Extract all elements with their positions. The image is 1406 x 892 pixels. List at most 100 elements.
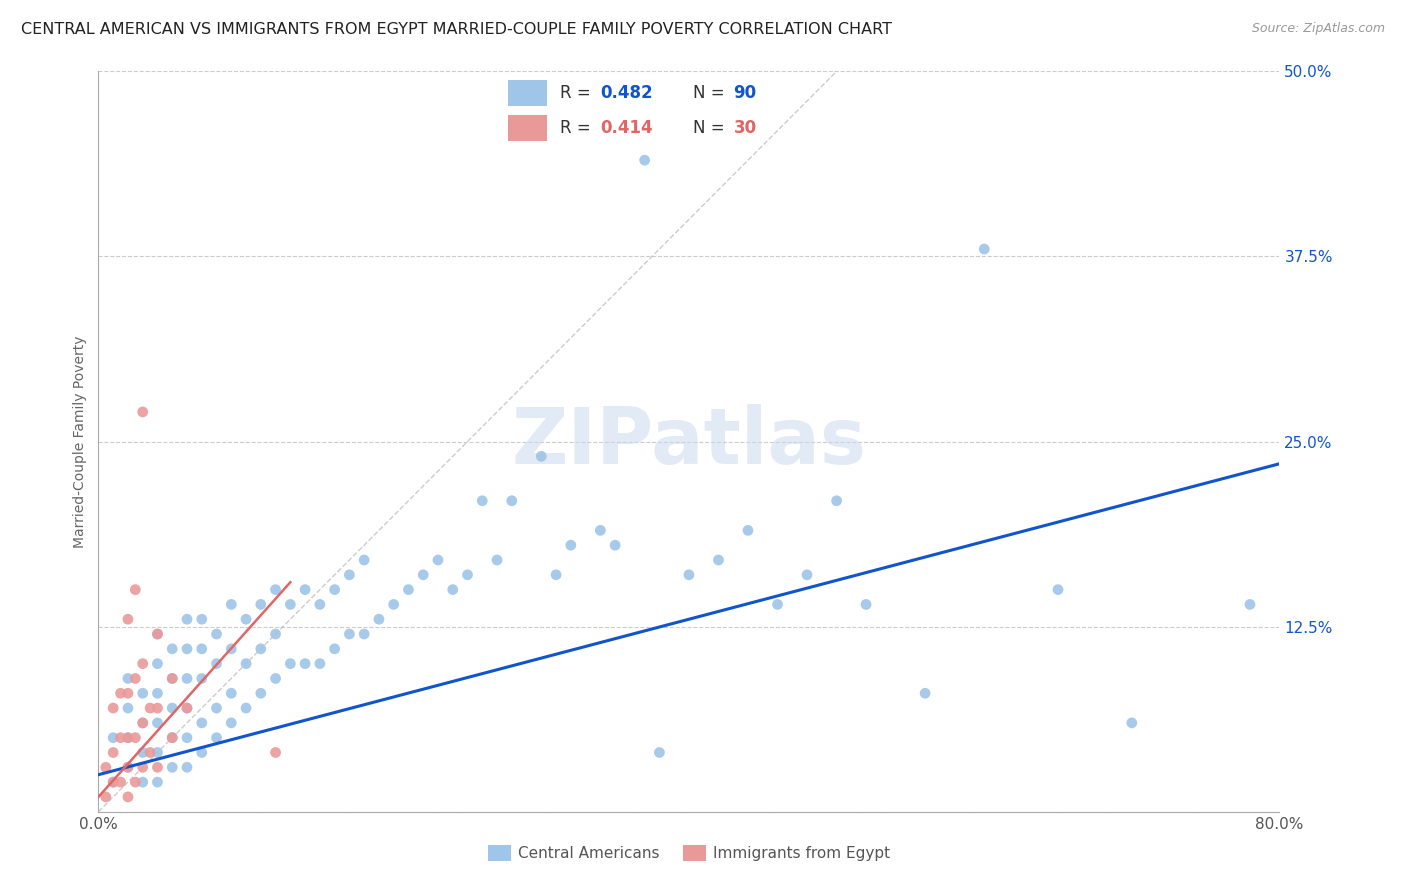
Point: [117, 701, 139, 715]
Point: [294, 582, 316, 597]
Point: [221, 598, 243, 612]
Point: [796, 567, 818, 582]
Point: [737, 524, 759, 538]
Point: [339, 567, 361, 582]
Point: [124, 731, 146, 745]
Point: [353, 627, 375, 641]
Text: 30: 30: [734, 119, 756, 137]
Point: [117, 731, 139, 745]
FancyBboxPatch shape: [508, 114, 547, 141]
Point: [855, 598, 877, 612]
Point: [973, 242, 995, 256]
FancyBboxPatch shape: [508, 79, 547, 106]
Point: [146, 746, 169, 760]
Point: [501, 493, 523, 508]
Point: [914, 686, 936, 700]
Point: [368, 612, 391, 626]
Point: [162, 672, 183, 686]
Point: [191, 612, 214, 626]
Point: [412, 567, 434, 582]
Point: [103, 746, 125, 760]
Point: [124, 775, 146, 789]
Point: [110, 731, 132, 745]
Point: [382, 598, 405, 612]
Point: [235, 612, 257, 626]
Point: [205, 701, 228, 715]
Point: [825, 493, 848, 508]
Point: [176, 701, 198, 715]
Point: [191, 715, 214, 730]
Point: [191, 641, 214, 656]
Point: [530, 450, 553, 464]
Text: N =: N =: [693, 84, 730, 102]
Point: [117, 731, 139, 745]
Point: [146, 760, 169, 774]
Point: [132, 746, 155, 760]
Point: [707, 553, 730, 567]
Point: [235, 701, 257, 715]
Point: [191, 746, 214, 760]
Point: [132, 686, 155, 700]
Point: [94, 789, 117, 804]
Point: [264, 582, 287, 597]
Point: [176, 701, 198, 715]
Point: [323, 582, 346, 597]
Point: [162, 731, 183, 745]
Point: [1121, 715, 1143, 730]
Point: [103, 731, 125, 745]
Text: 0.482: 0.482: [600, 84, 652, 102]
Point: [205, 657, 228, 671]
Point: [309, 657, 332, 671]
Point: [132, 715, 155, 730]
Point: [280, 598, 302, 612]
Point: [117, 760, 139, 774]
Point: [146, 715, 169, 730]
Point: [546, 567, 568, 582]
Point: [398, 582, 420, 597]
Point: [294, 657, 316, 671]
Point: [766, 598, 789, 612]
Point: [132, 405, 155, 419]
Text: Source: ZipAtlas.com: Source: ZipAtlas.com: [1251, 22, 1385, 36]
Point: [176, 672, 198, 686]
Point: [427, 553, 450, 567]
Point: [117, 789, 139, 804]
Point: [124, 582, 146, 597]
Point: [139, 746, 162, 760]
Point: [162, 760, 183, 774]
Point: [110, 775, 132, 789]
Point: [162, 731, 183, 745]
Point: [353, 553, 375, 567]
Point: [146, 627, 169, 641]
Text: R =: R =: [560, 119, 596, 137]
Point: [146, 701, 169, 715]
Point: [146, 657, 169, 671]
Point: [191, 672, 214, 686]
Text: R =: R =: [560, 84, 596, 102]
Point: [132, 775, 155, 789]
Point: [221, 715, 243, 730]
Point: [132, 657, 155, 671]
Point: [280, 657, 302, 671]
Point: [560, 538, 582, 552]
Point: [117, 686, 139, 700]
Point: [139, 701, 162, 715]
Point: [264, 672, 287, 686]
Text: N =: N =: [693, 119, 730, 137]
Point: [146, 627, 169, 641]
Point: [162, 701, 183, 715]
Point: [205, 627, 228, 641]
Point: [589, 524, 612, 538]
Point: [132, 760, 155, 774]
Point: [323, 641, 346, 656]
Point: [146, 775, 169, 789]
Point: [1239, 598, 1261, 612]
Point: [471, 493, 494, 508]
Point: [221, 641, 243, 656]
Point: [176, 641, 198, 656]
Point: [176, 760, 198, 774]
Point: [146, 686, 169, 700]
Point: [162, 672, 183, 686]
Point: [117, 612, 139, 626]
Point: [124, 672, 146, 686]
